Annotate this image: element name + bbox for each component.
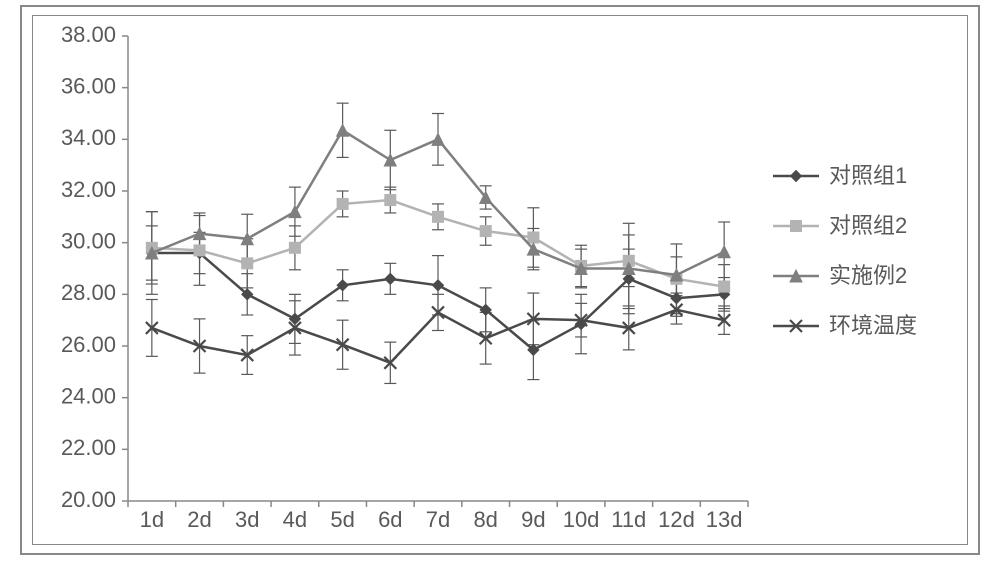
x-tick-label: 6d	[378, 507, 402, 532]
y-tick-label: 34.00	[61, 125, 116, 150]
legend-label: 对照组1	[829, 163, 907, 188]
x-tick-label: 2d	[187, 507, 211, 532]
chart-outer-frame: 20.00 22.00 24.00 26.00 28.00 30.00 32.00 34.00…	[20, 5, 980, 555]
x-tick-label: 9d	[521, 507, 545, 532]
y-tick-label: 28.00	[61, 280, 116, 305]
y-tick-label: 26.00	[61, 332, 116, 357]
series-s4	[146, 304, 730, 369]
legend-item-s2: 对照组2	[773, 213, 907, 238]
y-tick-label: 36.00	[61, 73, 116, 98]
y-tick-label: 24.00	[61, 383, 116, 408]
x-tick-label: 10d	[563, 507, 600, 532]
line-chart: 20.00 22.00 24.00 26.00 28.00 30.00 32.00 34.00…	[33, 16, 971, 548]
x-tick-label: 12d	[658, 507, 695, 532]
x-tick-label: 8d	[473, 507, 497, 532]
legend-item-s4: 环境温度	[773, 313, 917, 338]
x-tick-label: 7d	[426, 507, 450, 532]
chart-inner-frame: 20.00 22.00 24.00 26.00 28.00 30.00 32.00 34.00…	[32, 15, 968, 545]
legend-label: 环境温度	[829, 313, 917, 338]
x-tick-label: 13d	[706, 507, 743, 532]
y-tick-label: 38.00	[61, 22, 116, 47]
legend-label: 实施例2	[829, 263, 907, 288]
legend-item-s1: 对照组1	[773, 163, 907, 188]
x-tick-label: 11d	[611, 507, 646, 532]
x-tick-label: 4d	[283, 507, 307, 532]
x-tick-label: 5d	[330, 507, 354, 532]
legend-item-s3: 实施例2	[773, 263, 907, 288]
y-tick-label: 20.00	[61, 487, 116, 512]
y-tick-label: 22.00	[61, 435, 116, 460]
y-tick-label: 30.00	[61, 228, 116, 253]
x-tick-label: 3d	[235, 507, 259, 532]
legend-label: 对照组2	[829, 213, 907, 238]
y-tick-label: 32.00	[61, 177, 116, 202]
x-tick-label: 1d	[140, 507, 164, 532]
